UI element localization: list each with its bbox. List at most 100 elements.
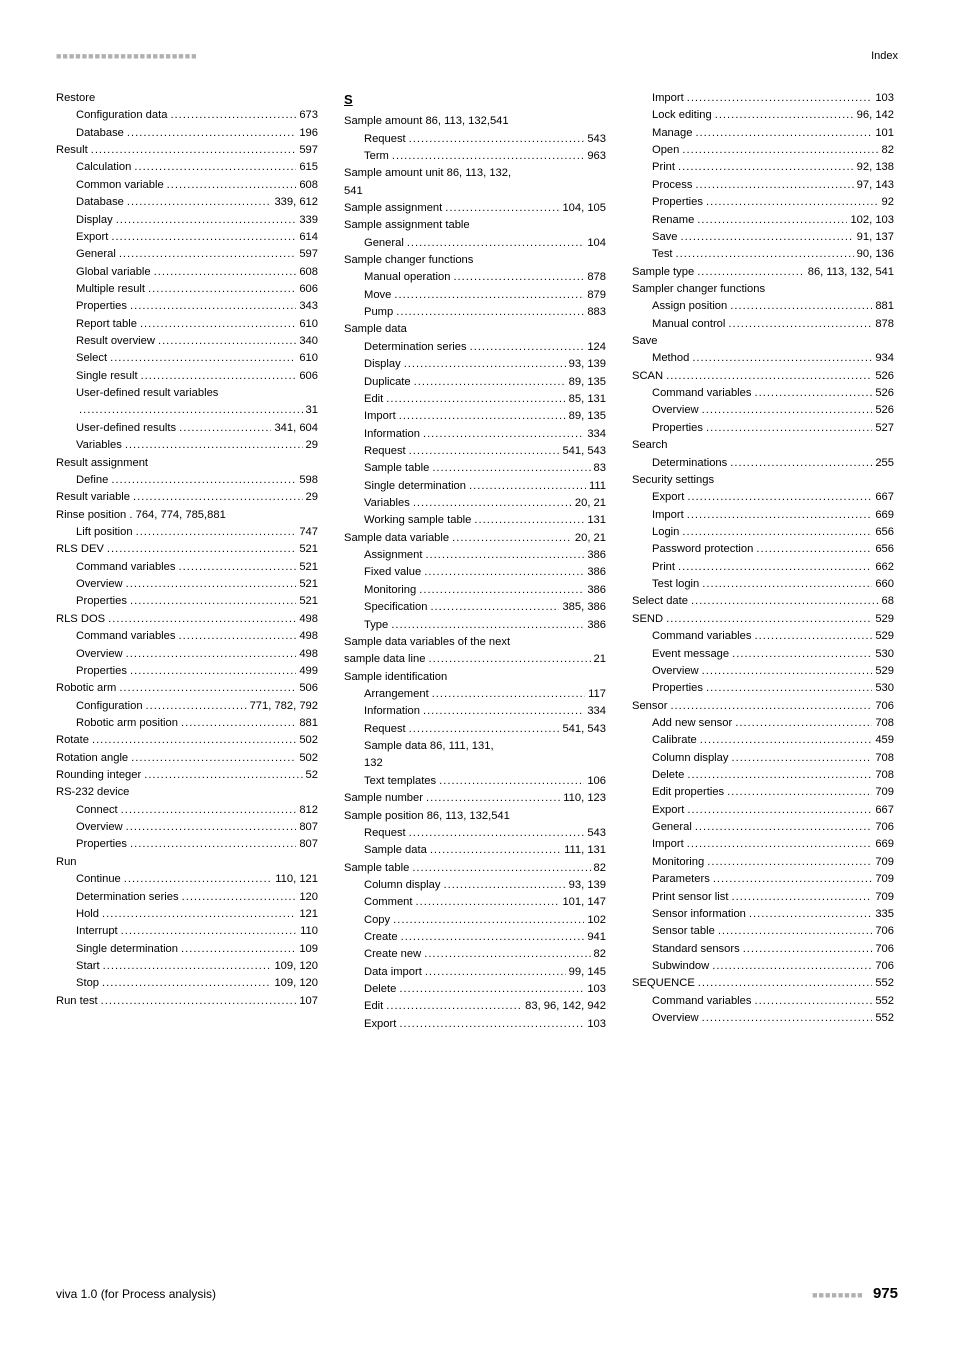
index-entry-label: Password protection: [652, 541, 753, 558]
leader-dots: [474, 512, 584, 529]
index-entry-page: 552: [875, 993, 894, 1010]
leader-dots: [124, 871, 272, 888]
index-entry-page: 99, 145: [569, 964, 606, 981]
index-entry-page: 529: [875, 663, 894, 680]
index-entry-label: Command variables: [76, 559, 176, 576]
index-entry-label: Delete: [652, 767, 684, 784]
index-entry-label: Fixed value: [364, 564, 421, 581]
index-entry-page: 879: [587, 287, 606, 304]
leader-dots: [102, 975, 271, 992]
index-entry-label: Configuration: [76, 698, 143, 715]
index-entry-label: Calculation: [76, 159, 131, 176]
index-entry-page: 941: [587, 929, 606, 946]
index-entry: Properties499: [56, 663, 318, 680]
index-entry-label: Pump: [364, 304, 393, 321]
index-entry-page: 104, 105: [562, 200, 606, 217]
index-entry-page: 502: [299, 732, 318, 749]
index-entry-label: Determination series: [364, 339, 467, 356]
index-entry-page: 335: [875, 906, 894, 923]
index-entry-label: Open: [652, 142, 679, 159]
index-entry-page: 521: [299, 576, 318, 593]
index-entry: Edit85, 131: [344, 391, 606, 408]
leader-dots: [687, 507, 873, 524]
index-entry: Open82: [632, 142, 894, 159]
leader-dots: [730, 298, 872, 315]
index-entry: Database196: [56, 125, 318, 142]
index-entry-page: 706: [875, 941, 894, 958]
index-heading-label: Sample identification: [344, 669, 447, 686]
index-heading-label: Restore: [56, 90, 95, 107]
index-entry-page: 597: [299, 142, 318, 159]
leader-dots: [404, 356, 566, 373]
leader-dots: [702, 402, 873, 419]
index-entry-page: 83, 96, 142, 942: [525, 998, 606, 1015]
index-entry: 31: [56, 402, 318, 419]
index-entry: Type386: [344, 617, 606, 634]
leader-dots: [691, 593, 879, 610]
index-entry-label: Request: [364, 721, 406, 738]
index-entry-label: Copy: [364, 912, 390, 929]
index-entry-label: Determinations: [652, 455, 727, 472]
leader-dots: [409, 721, 560, 738]
index-entry: Duplicate89, 135: [344, 374, 606, 391]
index-entry-label: Manual operation: [364, 269, 450, 286]
index-entry-page: 498: [299, 611, 318, 628]
index-heading-label: Search: [632, 437, 667, 454]
leader-dots: [713, 871, 873, 888]
index-entry: Assign position881: [632, 298, 894, 315]
index-entry-label: Run test: [56, 993, 98, 1010]
index-entry: Print662: [632, 559, 894, 576]
index-entry-label: Print: [652, 559, 675, 576]
index-entry-label: Lock editing: [652, 107, 712, 124]
index-entry-label: Print sensor list: [652, 889, 728, 906]
index-entry-page: 521: [299, 593, 318, 610]
index-heading-label: Sampler changer functions: [632, 281, 765, 298]
index-entry-page: 673: [299, 107, 318, 124]
index-entry: Text templates106: [344, 773, 606, 790]
leader-dots: [121, 923, 297, 940]
leader-dots: [430, 842, 561, 859]
index-entry-label: Data import: [364, 964, 422, 981]
index-entry-page: 552: [875, 975, 894, 992]
index-entry: SEQUENCE552: [632, 975, 894, 992]
index-entry-label: Start: [76, 958, 100, 975]
index-heading: Security settings: [632, 472, 894, 489]
index-entry: Overview 521: [56, 576, 318, 593]
index-entry-label: Parameters: [652, 871, 710, 888]
index-entry: Request541, 543: [344, 443, 606, 460]
index-entry-label: Stop: [76, 975, 99, 992]
index-entry: SEND529: [632, 611, 894, 628]
index-entry-label: Sample table: [364, 460, 429, 477]
leader-dots: [732, 646, 872, 663]
index-entry: Fixed value386: [344, 564, 606, 581]
index-entry: Arrangement117: [344, 686, 606, 703]
leader-dots: [391, 617, 584, 634]
index-entry: Command variables526: [632, 385, 894, 402]
index-entry: Single determination109: [56, 941, 318, 958]
index-entry-label: Overview: [76, 576, 123, 593]
leader-dots: [102, 906, 296, 923]
leader-dots: [698, 975, 873, 992]
leader-dots: [423, 703, 584, 720]
index-entry-page: 526: [875, 368, 894, 385]
header-section-label: Index: [871, 50, 898, 62]
index-entry: Standard sensors706: [632, 941, 894, 958]
index-entry: Common variable608: [56, 177, 318, 194]
index-entry-label: Global variable: [76, 264, 151, 281]
index-entry-label: Database: [76, 194, 124, 211]
index-continuation: Sample data 86, 111, 131,: [344, 738, 606, 755]
leader-dots: [144, 767, 302, 784]
footer-product: viva 1.0 (for Process analysis): [56, 1287, 216, 1301]
index-entry-page: 120: [299, 889, 318, 906]
index-entry-label: Information: [364, 426, 420, 443]
index-entry-label: Connect: [76, 802, 118, 819]
leader-dots: [453, 269, 584, 286]
leader-dots: [715, 107, 854, 124]
leader-dots: [425, 547, 584, 564]
index-entry: Overview529: [632, 663, 894, 680]
index-entry-page: 597: [299, 246, 318, 263]
index-entry: Lock editing96, 142: [632, 107, 894, 124]
leader-dots: [141, 368, 297, 385]
index-entry-label: Hold: [76, 906, 99, 923]
index-entry: Stop109, 120: [56, 975, 318, 992]
